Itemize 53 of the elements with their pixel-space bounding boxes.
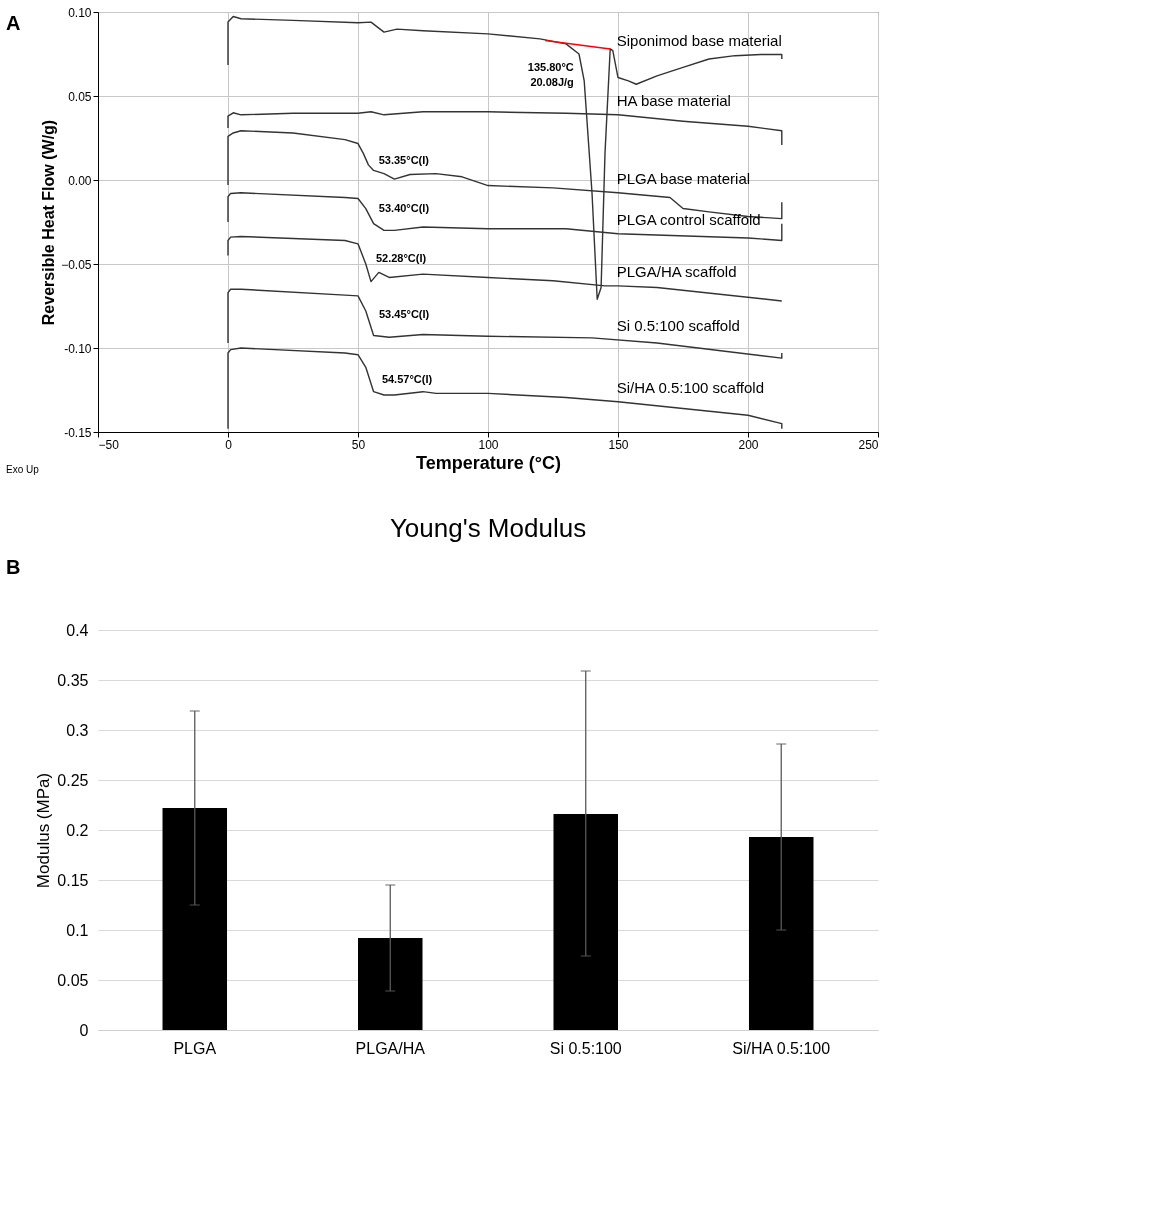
y-tick-label: 0.35 (57, 671, 89, 689)
x-tick-label: 150 (608, 437, 629, 452)
y-tick-label: 0.15 (57, 871, 89, 889)
x-tick-label: Si 0.5:100 (549, 1039, 622, 1057)
annotation: 53.45°C(I) (378, 307, 430, 320)
x-tick-label: 200 (738, 437, 759, 452)
series-label: HA base material (616, 91, 731, 109)
text: Exo Up (6, 464, 40, 475)
y-tick-label: 0.05 (57, 971, 89, 989)
annotation: 52.28°C(I) (375, 252, 427, 265)
x-tick-label: Si/HA 0.5:100 (732, 1039, 831, 1057)
y-tick-label: 0.1 (66, 921, 89, 939)
series-label: PLGA/HA scaffold (616, 262, 737, 280)
series-label: Si/HA 0.5:100 scaffold (616, 378, 765, 396)
annotation: 53.35°C(I) (378, 154, 430, 167)
x-tick-label: 100 (478, 437, 499, 452)
y-tick-label: -0.15 (64, 425, 92, 440)
bar (748, 837, 814, 1030)
y-tick-label: 0.2 (66, 821, 89, 839)
y-tick-label: 0.3 (66, 721, 89, 739)
x-tick-label: PLGA/HA (355, 1039, 426, 1057)
y-axis-title: Modulus (MPa) (34, 772, 54, 889)
x-tick-label: 250 (858, 437, 879, 452)
y-tick-label: 0.10 (68, 5, 92, 20)
line-series (227, 347, 783, 430)
series-label: Siponimod base material (616, 31, 782, 49)
chart-title: Young's Modulus (389, 513, 587, 543)
y-tick-label: 0.25 (57, 771, 89, 789)
y-axis-title: Reversible Heat Flow (W/g) (40, 119, 58, 326)
y-tick-label: 0.4 (66, 621, 89, 639)
bar (162, 808, 228, 1030)
x-tick-label: 50 (351, 437, 366, 452)
x-tick-label: PLGA (173, 1039, 217, 1057)
line-series (227, 288, 783, 359)
bar (358, 938, 423, 1030)
line-series (227, 15, 783, 300)
series-label: PLGA control scaffold (616, 210, 761, 228)
text: B (6, 556, 21, 578)
text: A (6, 12, 21, 34)
annotation: 135.80°C 20.08J/g (527, 61, 574, 89)
y-tick-label: -0.10 (64, 341, 92, 356)
y-tick-label: 0.05 (68, 89, 92, 104)
series-label: PLGA base material (616, 169, 751, 187)
x-tick-label: −50 (98, 437, 120, 452)
y-tick-label: 0.00 (68, 173, 92, 188)
series-label: Si 0.5:100 scaffold (616, 316, 740, 334)
x-axis-title: Temperature (°C) (416, 452, 561, 473)
x-tick-label: 0 (225, 437, 233, 452)
y-tick-label: 0 (79, 1021, 89, 1039)
y-tick-label: −0.05 (61, 257, 92, 272)
annotation: 54.57°C(I) (381, 373, 433, 386)
annotation: 53.40°C(I) (378, 201, 430, 214)
bar (553, 814, 618, 1030)
